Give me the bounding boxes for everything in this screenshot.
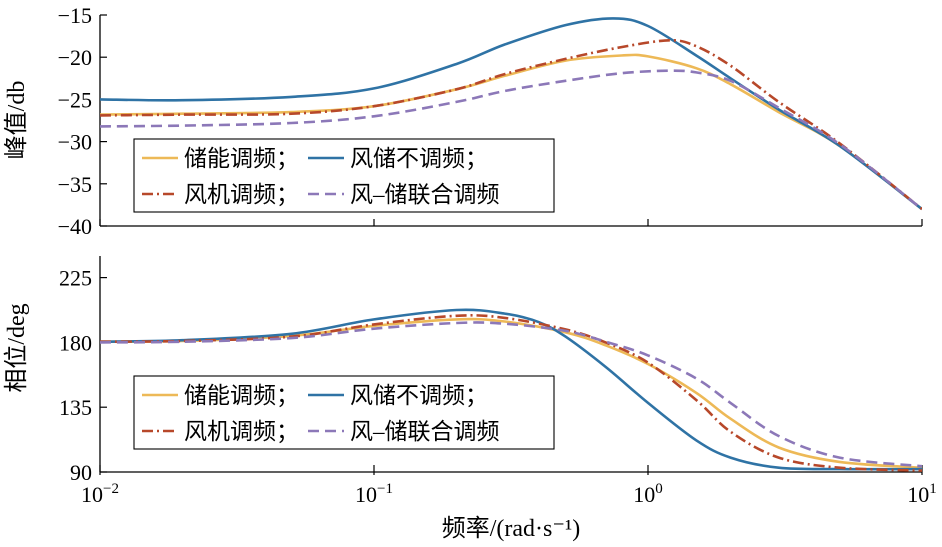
y-tick-label: −20: [58, 45, 92, 70]
y-axis-label: 相位/deg: [3, 303, 30, 392]
y-tick-label: 180: [59, 330, 92, 355]
y-tick-label: 135: [59, 395, 92, 420]
y-tick-label: −35: [58, 172, 92, 197]
y-tick-label: −40: [58, 214, 92, 239]
y-tick-label: −15: [58, 3, 92, 28]
legend-label: 储能调频；: [184, 383, 299, 408]
x-tick-label: 10−2: [81, 481, 119, 507]
legend-box: [133, 375, 555, 450]
legend-box: [133, 138, 555, 213]
x-tick-label: 100: [633, 481, 663, 507]
legend-label: 风–储联合调频: [350, 182, 500, 207]
y-tick-label: 225: [59, 266, 92, 291]
y-tick-label: −25: [58, 87, 92, 112]
legend-label: 风机调频；: [184, 419, 299, 444]
legend-label: 风储不调频；: [350, 383, 488, 408]
legend: 储能调频； 风储不调频； 风机调频； 风–储联合调频: [133, 138, 555, 213]
legend: 储能调频； 风储不调频； 风机调频； 风–储联合调频: [133, 375, 555, 450]
legend-label: 风储不调频；: [350, 146, 488, 171]
series-line: [100, 38, 922, 211]
series-line: [100, 317, 922, 469]
series-line: [100, 321, 922, 468]
legend-label: 储能调频；: [184, 146, 299, 171]
legend-label: 风–储联合调频: [350, 419, 500, 444]
x-tick-label: 10−1: [355, 481, 393, 507]
x-tick-label: 101: [907, 481, 937, 507]
series-line: [100, 308, 922, 471]
magnitude-panel: −15 −20 −25 −30 −35 −40 峰值/db 储能调频； 风储不调频； 风机调频； 风…: [3, 3, 923, 239]
series-line: [100, 69, 922, 211]
y-axis-label: 峰值/db: [3, 81, 30, 160]
y-tick-label: −30: [58, 130, 92, 155]
series-line: [100, 53, 922, 211]
series-line: [100, 17, 922, 211]
legend-label: 风机调频；: [184, 182, 299, 207]
y-tick-label: 90: [70, 460, 92, 485]
x-axis-label: 频率/(rad·s⁻¹): [442, 515, 581, 542]
